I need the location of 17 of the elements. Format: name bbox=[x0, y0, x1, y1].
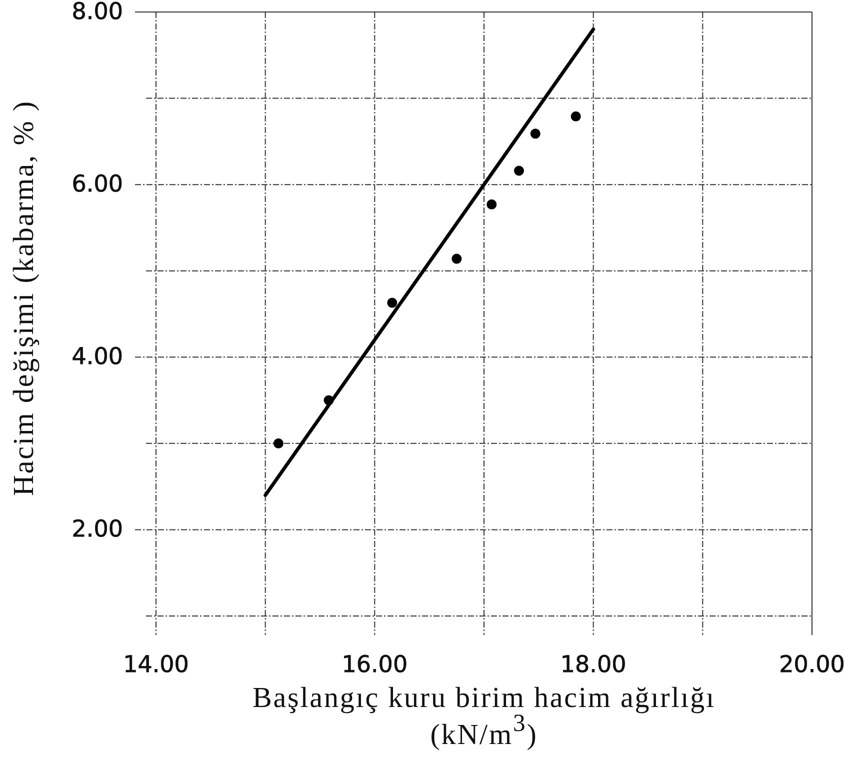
x-tick-label: 16.00 bbox=[342, 652, 408, 678]
x-tick-label: 20.00 bbox=[779, 652, 845, 678]
x-tick-label: 18.00 bbox=[560, 652, 626, 678]
y-tick-label: 2.00 bbox=[72, 516, 123, 543]
x-tick-label: 14.00 bbox=[123, 652, 189, 678]
y-tick-label: 8.00 bbox=[72, 0, 123, 25]
y-tick-label: 6.00 bbox=[72, 172, 123, 198]
point bbox=[570, 111, 581, 122]
point bbox=[514, 166, 524, 176]
y-axis-title: Hacim değişimi (kabarma, % ) bbox=[8, 100, 40, 496]
point bbox=[387, 298, 398, 308]
y-tick-label: 4.00 bbox=[72, 344, 123, 370]
point bbox=[530, 128, 540, 139]
x-axis-title: Başlangıç kuru birim hacim ağırlığı (kN/m$^{3}$) bbox=[252, 682, 716, 751]
point bbox=[486, 199, 497, 210]
point bbox=[273, 438, 284, 448]
point bbox=[452, 254, 462, 264]
